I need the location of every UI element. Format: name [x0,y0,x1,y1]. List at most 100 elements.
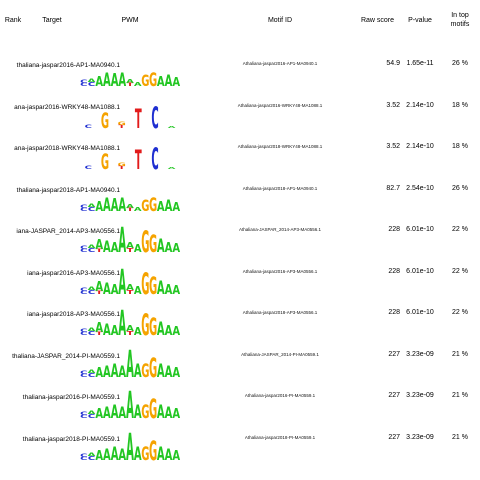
motif-id-cell: Athaliana-jaspar2018-PI-MA0559.1 [244,434,316,440]
logo-letter-a: A [103,446,111,464]
logo-letter-c: C [151,101,158,136]
target-cell: thaliana-jaspar2016-PI-MA0559.1 [0,380,120,420]
logo-letter-g: G [141,400,149,423]
logo-letter-a: A [134,326,142,338]
logo-letter-g: G [118,162,126,167]
logo-letter-a: A [126,242,134,251]
logo-letter-a: A [88,369,96,374]
logo-letter-a: A [157,317,165,340]
logo-letter-a: A [172,283,180,297]
logo-letter-a: A [111,359,119,382]
logo-letter-a: A [88,452,96,457]
table-row: thaliana-JASPAR_2014-PI-MA0559.1 C C C A A A A A… [0,339,480,386]
target-label: thaliana-jaspar2016-PI-MA0559.1 [22,394,120,401]
logo-letter-a: A [103,239,111,257]
logo-letter-a: A [95,73,103,89]
logo-letter-a: A [172,200,180,214]
target-cell: thaliana-JASPAR_2014-PI-MA0559.1 [0,339,120,379]
header-in-top-motifs: In top motifs [440,11,480,29]
logo-letter-c: C [85,165,93,170]
logo-letter-a: A [157,234,165,257]
p-value-cell: 3.23e-09 [406,350,434,358]
p-value-cell: 6.01e-10 [406,309,434,316]
raw-score-cell: 82.7 [386,184,400,192]
logo-letter-c: C [80,245,88,250]
target-cell: iana-jaspar2018-AP3-MA0556.1 [0,297,120,337]
header-pwm: PWM [121,17,139,24]
table-row: thaliana-jaspar2016-AP1-MA0940.1 C C C A A A A A… [0,48,480,91]
in-top-motifs-cell: 21 % [452,350,468,358]
logo-letter-g: G [101,107,109,133]
logo-letter-g: G [141,308,149,343]
logo-letter-a: A [165,363,173,381]
logo-letter-a: A [126,203,135,209]
logo-letter-g: G [141,73,149,91]
target-cell: ana-jaspar2016-WRKY48-MA1088.1 [0,90,120,130]
pwm-sequence-logo: CC CA A A A A A A G G A A A [80,424,181,469]
logo-letter-c: C [80,453,88,458]
motif-id-cell: Athaliana-jaspar2018-AP1-MA0940.1 [242,185,318,191]
in-top-motifs-cell: 21 % [452,392,468,399]
logo-letter-t: T [127,207,135,212]
raw-score-cell: 54.9 [386,60,400,67]
motif-id-cell: Athaliana-jaspar2016-AP3-MA0556.1 [242,268,318,274]
target-cell: ana-jaspar2018-WRKY48-MA1088.1 [0,131,120,171]
in-top-motifs-cell: 21 % [452,433,468,441]
logo-letter-a: A [95,236,103,252]
logo-letter-c: C [88,247,95,253]
logo-letter-c: C [88,81,95,87]
logo-letter-c: C [88,330,95,336]
table-row: iana-jaspar2018-AP3-MA0556.1 C C C A T A A A A T A A… [0,297,480,345]
target-label: thaliana-JASPAR_2014-PI-MA0559.1 [12,352,120,360]
header-target: Target [42,17,62,24]
logo-letter-a: A [95,198,103,214]
logo-letter-a: A [103,363,111,381]
logo-letter-c: C [80,248,88,253]
logo-letter-a: A [157,198,165,214]
logo-letter-g: G [149,193,157,216]
logo-letter-c: C [88,455,95,461]
header-motif-id: Motif ID [267,17,293,24]
header-raw-score: Raw score [360,17,395,24]
logo-letter-a: A [95,319,103,335]
logo-letter-a: A [111,71,119,91]
table-row: thaliana-jaspar2018-AP1-MA0940.1 C C C A A A A A… [0,173,480,216]
table-row: thaliana-jaspar2016-PI-MA0559.1 C C C A A A A A A… [0,380,480,427]
logo-letter-a: A [165,446,173,464]
logo-letter-t: T [96,290,104,295]
target-label: iana-jaspar2016-AP3-MA0556.1 [27,269,120,277]
logo-letter-g: G [118,121,126,126]
table-row: iana-JASPAR_2014-AP3-MA0556.1 C C C A T A A A A T A… [0,214,480,262]
raw-score-cell: 227 [388,433,400,441]
raw-score-cell: 227 [388,350,400,358]
in-top-motifs-cell: 18 % [452,101,468,109]
logo-letter-t: T [135,144,142,176]
logo-letter-t: T [127,330,134,336]
logo-letter-t: T [118,165,126,170]
logo-letter-t: T [96,331,104,336]
target-label: ana-jaspar2016-WRKY48-MA1088.1 [14,103,120,111]
logo-letter-g: G [149,393,157,425]
logo-letter-g: G [101,148,109,174]
logo-letter-c: C [151,142,158,177]
logo-letter-g: G [149,351,157,383]
logo-letter-a: A [88,203,96,208]
logo-letter-a: A [103,193,111,216]
in-top-motifs-cell: 18 % [452,143,468,150]
logo-letter-c: C [80,82,88,87]
logo-letter-a: A [118,446,126,464]
in-top-motifs-cell: 22 % [452,309,468,316]
in-top-motifs-cell: 22 % [452,226,468,233]
logo-letter-c: C [80,204,88,209]
logo-letter-c: C [80,373,88,378]
p-value-cell: 2.14e-10 [406,101,434,109]
logo-letter-a: A [103,322,111,340]
target-label: iana-JASPAR_2014-AP3-MA0556.1 [16,228,120,235]
logo-letter-g: G [141,225,149,260]
logo-letter-a: A [165,197,173,215]
logo-letter-a: A [172,241,180,255]
motif-id-cell: Athaliana-jaspar2016-WRKY48-MA1088.1 [237,102,323,108]
pwm-sequence-logo: CC CA A A A A A A G G A A A [80,382,181,427]
logo-letter-a: A [103,280,111,298]
logo-letter-a: A [111,196,119,216]
